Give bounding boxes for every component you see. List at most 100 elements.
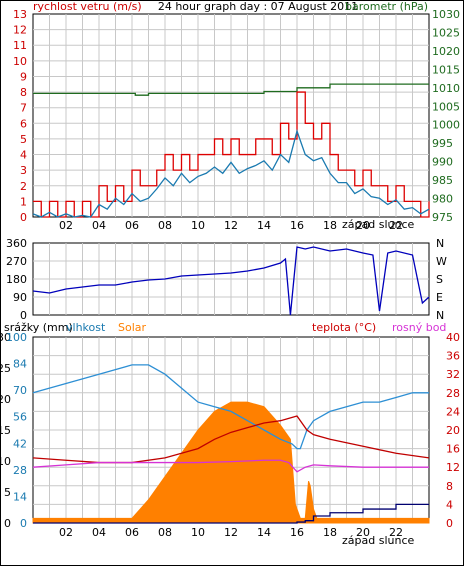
wind-y-tick-label: 6 [20,117,27,130]
rain-y-tick-label: 25 [0,362,11,375]
direction-panel-grid [33,243,429,315]
x-tick-label: 18 [323,219,337,232]
pressure-y-tick-label: 1005 [432,100,460,113]
rain-axis-label: srážky (mm) [4,321,73,334]
x-tick-label: 20 [356,526,370,539]
x-tick-label: 02 [59,219,73,232]
compass-y-tick-label: W [436,255,447,268]
x-tick-label: 04 [92,219,106,232]
pressure-y-tick-label: 990 [432,156,453,169]
wind-direction-series [32,246,430,316]
compass-y-tick-label: N [436,237,444,250]
rain-y-tick-label: 10 [0,455,11,468]
pressure-y-tick-label: 1030 [432,8,460,21]
temperature-y-tick-label: 24 [446,405,460,418]
sunset-label-bottom: západ slunce [342,534,414,547]
x-tick-label: 04 [92,526,106,539]
humidity-y-tick-label: 56 [13,411,27,424]
direction-y-tick-label: 0 [20,309,27,322]
pressure-y-tick-label: 1000 [432,119,460,132]
direction-panel-series [32,246,430,316]
x-tick-label: 08 [158,526,172,539]
x-tick-label: 10 [191,219,205,232]
x-tick-label: 06 [125,219,139,232]
temperature-y-tick-label: 8 [446,480,453,493]
direction-y-tick-label: 360 [6,237,27,250]
humidity-series [32,364,429,450]
solar-axis-label: Solar [118,321,147,334]
humidity-y-tick-label: 28 [13,464,27,477]
temperature-y-tick-label: 28 [446,387,460,400]
direction-y-tick-label: 180 [6,273,27,286]
wind-y-tick-label: 3 [20,164,27,177]
humidity-y-tick-label: 84 [13,358,27,371]
x-tick-label: 18 [323,526,337,539]
wind-speed-axis-label: rychlost vetru (m/s) [33,0,142,13]
wind-y-tick-label: 12 [13,24,27,37]
humidity-y-tick-label: 42 [13,437,27,450]
compass-y-tick-label: N [436,309,444,322]
wind-panel-ticks: 0123456789101112139759809859909951000100… [13,8,460,232]
temperature-y-tick-label: 36 [446,350,460,363]
temperature-y-tick-label: 20 [446,424,460,437]
humidity-y-tick-label: 14 [13,490,27,503]
wind-y-tick-label: 2 [20,180,27,193]
wind-panel-series [32,83,430,218]
x-tick-label: 22 [389,219,403,232]
x-tick-label: 16 [290,526,304,539]
humidity-axis-label: vlhkost [66,321,106,334]
temperature-panel-ticks: 0 5 10 15 20 25 30 0 14 28 42 56 70 84 10 0 04 8 12 16 20 24 2… [0,331,460,539]
x-tick-label: 20 [356,219,370,232]
wind-y-tick-label: 5 [20,133,27,146]
dewpoint-axis-label: rosný bod [392,321,446,334]
x-tick-label: 16 [290,219,304,232]
direction-y-tick-label: 90 [13,291,27,304]
wind-y-tick-label: 9 [20,70,27,83]
temperature-y-tick-label: 32 [446,368,460,381]
x-tick-label: 08 [158,219,172,232]
chart-title: 24 hour graph day : 07 August 2011 [158,0,358,13]
x-tick-label: 14 [257,219,271,232]
pressure-y-tick-label: 1025 [432,26,460,39]
rain-y-tick-label: 20 [0,393,11,406]
temperature-axis-label: teplota (°C) [312,321,376,334]
dewpoint-series [32,459,429,473]
humidity-y-tick-label: 70 [13,384,27,397]
humidity-y-tick-label: 0 [20,517,27,530]
wind-y-tick-label: 7 [20,102,27,115]
wind-y-tick-label: 10 [13,55,27,68]
x-tick-label: 22 [389,526,403,539]
temperature-panel-series [32,364,430,524]
compass-y-tick-label: S [436,273,443,286]
temperature-y-tick-label: 16 [446,443,460,456]
wind-y-tick-label: 4 [20,149,27,162]
x-tick-label: 02 [59,526,73,539]
x-tick-label: 10 [191,526,205,539]
solar-area [32,401,430,524]
wind-average-series [32,128,430,218]
pressure-y-tick-label: 975 [432,211,453,224]
pressure-y-tick-label: 1020 [432,45,460,58]
pressure-y-tick-label: 980 [432,193,453,206]
wind-y-tick-label: 11 [13,39,27,52]
temperature-y-tick-label: 40 [446,331,460,344]
barometer-axis-label: barometr (hPa) [345,0,428,13]
rain-y-tick-label: 15 [0,424,11,437]
wind-y-tick-label: 13 [13,8,27,21]
rain-series [33,503,429,524]
rain-y-tick-label: 0 [4,517,11,530]
pressure-y-tick-label: 985 [432,174,453,187]
x-tick-label: 12 [224,219,238,232]
x-tick-label: 12 [224,526,238,539]
rain-y-tick-label: 30 [0,331,11,344]
x-tick-label: 06 [125,526,139,539]
temperature-y-tick-label: 12 [446,461,460,474]
rain-y-tick-label: 5 [4,486,11,499]
pressure-y-tick-label: 995 [432,137,453,150]
temperature-y-tick-label: 0 [446,517,453,530]
direction-y-tick-label: 270 [6,255,27,268]
wind-y-tick-label: 0 [20,211,27,224]
